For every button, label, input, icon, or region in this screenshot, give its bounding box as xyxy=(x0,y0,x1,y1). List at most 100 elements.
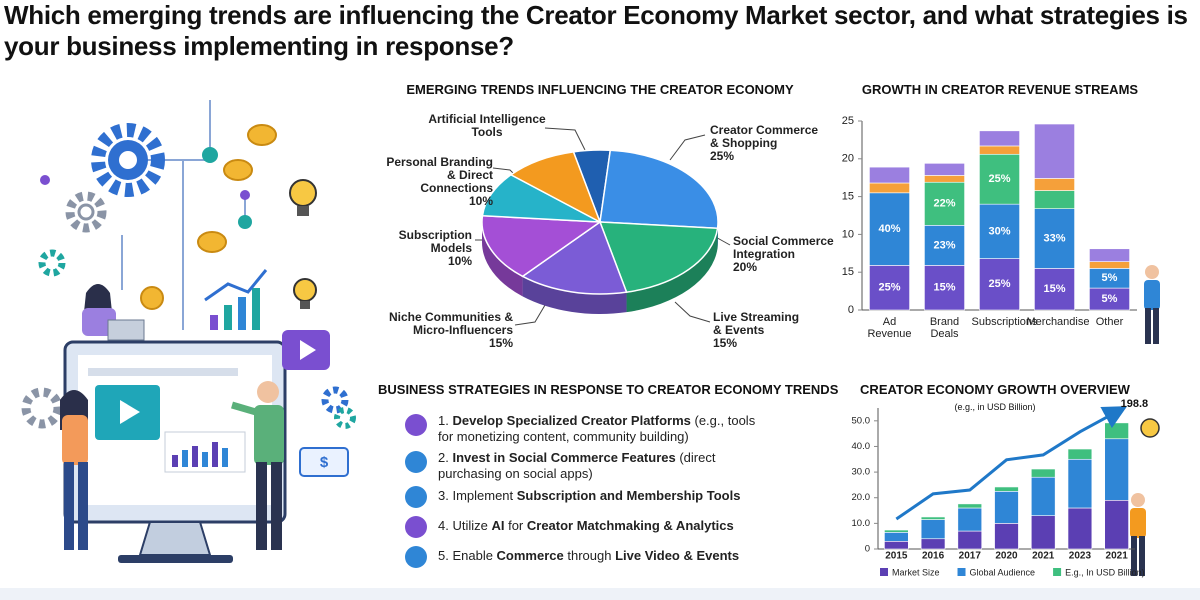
bar-segment xyxy=(1034,178,1075,191)
bar-segment xyxy=(994,491,1019,524)
slice-value: 25% xyxy=(710,149,735,163)
svg-text:$: $ xyxy=(320,454,329,471)
annotation: 198.8 xyxy=(1121,398,1149,410)
slice-label: Social Commerce Integration 20% xyxy=(733,235,838,274)
segment-label: 5% xyxy=(1102,272,1118,284)
strategy-text: 3. Implement xyxy=(438,488,517,503)
bar-segment xyxy=(957,507,983,532)
bar-segment xyxy=(920,516,946,520)
pie-side xyxy=(482,222,523,297)
chart-subtitle: (e.g., in USD Billion) xyxy=(954,402,1036,412)
bar-segment xyxy=(924,225,965,266)
slice-value: 10% xyxy=(447,254,472,268)
x-tick-label: 2021 xyxy=(1106,551,1129,562)
bar-segment xyxy=(924,175,965,183)
segment-label: 22% xyxy=(933,198,955,210)
legend-swatch xyxy=(1053,568,1062,576)
strategy-text: Live Video & Events xyxy=(615,548,740,563)
x-tick-label: Brand Deals xyxy=(929,316,960,340)
y-tick-label: 10.0 xyxy=(852,518,871,529)
slice-label: Niche Communities & Micro-Influencers 15% xyxy=(388,311,513,350)
strategy-text: Develop Specialized Creator Platforms xyxy=(452,413,691,428)
bar-segment xyxy=(979,203,1020,259)
bar-segment xyxy=(979,153,1020,205)
page-title: Which emerging trends are influencing th… xyxy=(4,0,1188,61)
bar-segment xyxy=(1034,123,1075,179)
bar-segment xyxy=(1067,458,1093,509)
bar-segment xyxy=(1034,190,1075,209)
strategy-text: for xyxy=(504,518,527,533)
slice-label: Personal Branding & Direct Connections 10… xyxy=(375,156,493,208)
strategy-text: 4. Utilize xyxy=(438,518,492,533)
pie-slice xyxy=(481,173,601,223)
segment-label: 15% xyxy=(1043,283,1065,295)
bar-segment xyxy=(979,130,1020,147)
bar-segment xyxy=(1067,507,1093,550)
x-tick-label: 2016 xyxy=(922,551,945,562)
trend-line xyxy=(895,406,1128,521)
y-tick-label: 15 xyxy=(842,266,854,278)
slice-value: 15% xyxy=(488,336,513,350)
strategy-item: 2. Invest in Social Commerce Features (d… xyxy=(438,450,768,482)
pie-side xyxy=(626,228,718,313)
segment-label: 30% xyxy=(988,225,1010,237)
icon xyxy=(405,486,427,508)
pie-slice xyxy=(521,220,628,295)
legend-swatch xyxy=(880,568,888,576)
illustration: $ xyxy=(0,100,1200,600)
legend-label: Global Audience xyxy=(970,567,1036,577)
bar-segment xyxy=(869,166,910,184)
bar-segment xyxy=(957,530,983,550)
y-tick-label: 40.0 xyxy=(852,441,871,452)
chart-title: EMERGING TRENDS INFLUENCING THE CREATOR … xyxy=(406,82,794,97)
y-tick-label: 30.0 xyxy=(852,467,871,478)
y-tick-label: 20 xyxy=(842,153,854,165)
icon xyxy=(405,451,427,473)
segment-label: 23% xyxy=(933,239,955,251)
bar-segment xyxy=(884,529,909,533)
bar-segment xyxy=(924,163,965,176)
x-tick-label: 2021 xyxy=(1032,551,1055,562)
bar-segment xyxy=(1067,448,1093,460)
slice-value: 20% xyxy=(733,260,758,274)
pie-slice xyxy=(599,149,719,230)
bar-segment xyxy=(957,503,983,509)
x-tick-label: 2020 xyxy=(995,551,1018,562)
icon xyxy=(405,546,427,568)
bar-segment xyxy=(1030,468,1056,478)
legend-label: E.g., In USD Billion) xyxy=(1065,567,1145,577)
strategy-text: Commerce xyxy=(496,548,564,563)
bar-segment xyxy=(994,523,1019,550)
y-tick-label: 0 xyxy=(865,544,870,555)
bar-segment xyxy=(1030,476,1056,516)
legend-label: Market Size xyxy=(892,567,940,577)
pie-slice xyxy=(481,214,603,278)
segment-label: 5% xyxy=(1102,293,1118,305)
strategy-text: 5. Enable xyxy=(438,548,497,563)
section-title: BUSINESS STRATEGIES IN RESPONSE TO CREAT… xyxy=(378,382,839,397)
segment-label: 25% xyxy=(988,278,1010,290)
x-tick-label: Other xyxy=(1095,316,1124,328)
bar-segment xyxy=(1089,248,1130,262)
bar-segment xyxy=(1104,499,1129,550)
strategy-text: (direct purchasing on social apps) xyxy=(438,450,716,481)
icon xyxy=(405,414,427,436)
x-tick-label: Merchandise xyxy=(1026,316,1090,328)
segment-label: 33% xyxy=(1043,232,1065,244)
bar-segment xyxy=(924,265,965,311)
slice-label: Subscription Models 10% xyxy=(390,229,472,268)
strategy-text: (e.g., tools for monetizing content, com… xyxy=(438,413,756,444)
strategy-text: Invest in Social Commerce Features xyxy=(452,450,676,465)
legend-swatch xyxy=(957,568,966,576)
x-tick-label: 2017 xyxy=(959,551,982,562)
segment-label: 15% xyxy=(933,282,955,294)
pie-side xyxy=(522,276,627,314)
bar-segment xyxy=(1089,261,1130,269)
strategy-text: through xyxy=(563,548,616,563)
y-tick-label: 25 xyxy=(842,115,854,127)
slice-label: Live Streaming & Events 15% xyxy=(713,311,808,350)
slice-value: 15% xyxy=(713,336,738,350)
segment-label: 25% xyxy=(878,282,900,294)
bar-segment xyxy=(1104,438,1129,501)
